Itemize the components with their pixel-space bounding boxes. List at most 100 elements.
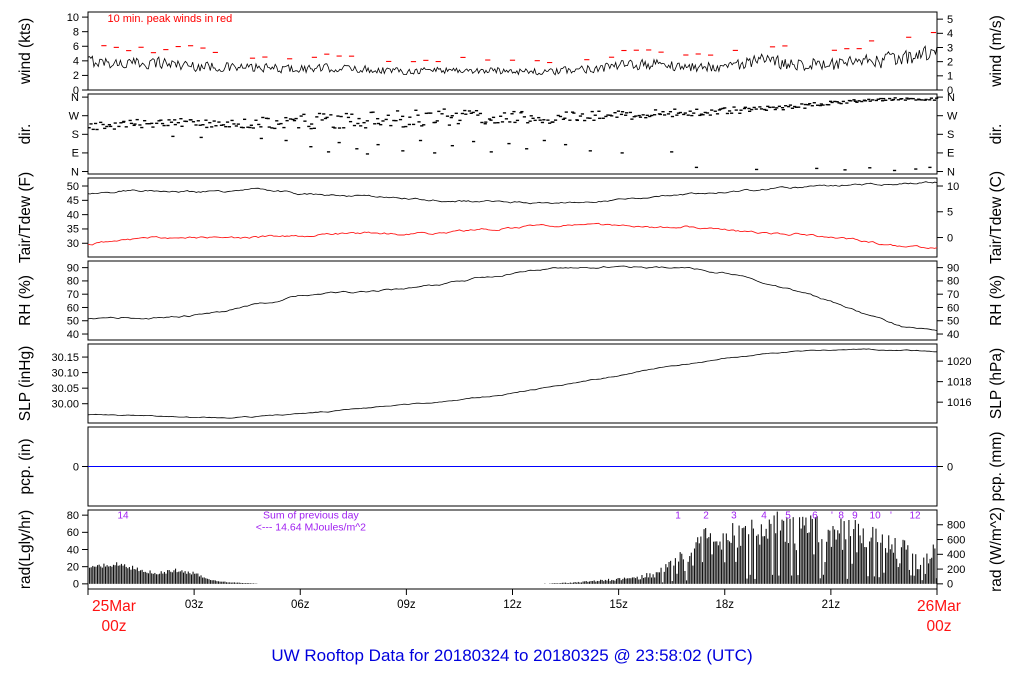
- dir-dash: [454, 112, 458, 115]
- dir-dash: [169, 121, 174, 123]
- dir-dash: [502, 112, 507, 114]
- y-tick-label-left: 6: [73, 41, 79, 53]
- dir-dash: [764, 109, 769, 111]
- dir-dash: [243, 118, 247, 121]
- dir-dash: [234, 125, 238, 127]
- dir-dash: [852, 99, 856, 101]
- dir-dash: [279, 122, 283, 125]
- dir-dash: [257, 123, 261, 126]
- x-tick-label: 09z: [397, 599, 416, 611]
- dir-dash: [570, 111, 575, 113]
- dir-dash: [277, 123, 281, 125]
- dir-dash: [572, 112, 576, 114]
- dir-dash: [701, 114, 705, 116]
- trace-sea-level-pressure: [87, 348, 937, 419]
- annotation: ': [890, 511, 892, 522]
- dir-dash: [212, 120, 216, 122]
- dir-dash: [620, 111, 625, 113]
- y-tick-label-right: E: [947, 148, 954, 160]
- dir-dash: [221, 124, 226, 126]
- dir-dash: [695, 108, 699, 111]
- dir-dash: [610, 115, 614, 117]
- panel-slp: 30.00 30.05 30.10 30.15 1016 1018 1020 SLP (inH…: [17, 343, 1005, 424]
- dir-dash: [743, 106, 747, 109]
- dir-dash: [598, 117, 602, 120]
- dir-dash: [845, 102, 849, 104]
- dir-dash: [641, 114, 645, 116]
- dir-dash: [440, 113, 444, 115]
- dir-dash: [474, 109, 479, 112]
- dir-dash: [923, 99, 927, 101]
- dir-dash: [771, 106, 775, 108]
- dir-dash: [310, 123, 314, 125]
- dir-dash: [768, 106, 772, 109]
- dir-dash: [924, 98, 928, 101]
- dir-dash: [863, 100, 868, 102]
- annotation: 4: [761, 511, 767, 522]
- axis-label-left-dir: dir.: [17, 124, 34, 145]
- y-tick-label-left: 40: [67, 329, 79, 341]
- dir-dash: [630, 118, 634, 120]
- dir-dash: [593, 114, 597, 116]
- y-tick-label-right: 0: [947, 85, 953, 97]
- dir-dash: [666, 113, 671, 115]
- y-tick-label-left: 60: [67, 527, 79, 539]
- dir-dash: [159, 119, 163, 121]
- panel-pcp: 0 0 pcp. (in) pcp. (mm): [17, 426, 1005, 507]
- y-tick-label-left: 10: [67, 12, 79, 24]
- panel-rh-frame: [87, 260, 938, 341]
- dir-dash: [773, 108, 777, 111]
- dir-dash: [456, 122, 460, 125]
- dir-dash: [484, 121, 488, 123]
- dir-dash: [653, 109, 658, 111]
- dir-dash: [471, 111, 475, 114]
- x-axis-end-date: 26Mar 00z: [891, 597, 987, 637]
- dir-dash: [105, 125, 109, 128]
- dir-dash: [932, 99, 937, 101]
- dir-dash: [800, 103, 804, 105]
- dir-dash-outlier: [433, 152, 437, 154]
- dir-dash: [259, 126, 263, 128]
- x-tick-label: 06z: [291, 599, 310, 611]
- dir-dash: [365, 120, 369, 122]
- dir-dash: [129, 122, 134, 125]
- dir-dash: [717, 109, 722, 111]
- dir-dash-outlier: [754, 168, 759, 171]
- dir-dash: [821, 104, 825, 106]
- dir-dash: [87, 127, 91, 129]
- dir-dash: [442, 108, 446, 110]
- panel-wind: 0 2 4 6 8 10 0 1 2 3 4 5 wind (kts) wind (m/s) 10 min.…: [17, 11, 1005, 97]
- dir-dash: [138, 124, 142, 126]
- dir-dash: [95, 128, 99, 131]
- y-tick-label-left: 30: [67, 238, 79, 250]
- y-tick-label-right: 0: [947, 461, 953, 473]
- dir-dash: [124, 126, 128, 128]
- dir-dash: [210, 126, 214, 128]
- dir-dash: [540, 121, 545, 124]
- trace-tdew: [87, 222, 938, 249]
- y-tick-label-right: 50: [947, 316, 959, 328]
- annotation: 8: [838, 511, 844, 522]
- dir-dash: [580, 113, 585, 115]
- dir-dash: [734, 109, 738, 111]
- dir-dash: [601, 117, 605, 119]
- dir-dash-outlier: [489, 151, 493, 153]
- axis-label-right-dir: dir.: [988, 124, 1005, 145]
- dir-dash: [690, 114, 694, 117]
- dir-dash: [828, 100, 833, 103]
- dir-dash: [719, 108, 723, 110]
- dir-dash: [644, 116, 648, 119]
- dir-dash: [818, 104, 822, 107]
- y-tick-label-right: S: [947, 129, 954, 141]
- dir-dash: [827, 104, 831, 106]
- dir-dash: [759, 108, 764, 110]
- dir-dash: [478, 112, 483, 115]
- dir-dash-outlier: [620, 152, 624, 154]
- dir-dash: [225, 121, 230, 123]
- dir-dash: [176, 121, 180, 124]
- y-tick-label-right: 600: [947, 534, 965, 546]
- dir-dash: [135, 118, 139, 121]
- dir-dash: [578, 115, 583, 117]
- dir-dash: [816, 104, 820, 106]
